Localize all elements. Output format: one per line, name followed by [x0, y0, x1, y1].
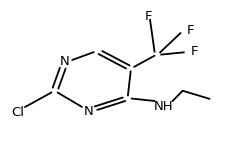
Text: F: F [144, 10, 152, 23]
Text: F: F [190, 45, 198, 58]
Text: F: F [186, 24, 193, 37]
Text: NH: NH [153, 100, 173, 114]
Text: Cl: Cl [11, 106, 24, 119]
Text: N: N [60, 55, 69, 68]
Text: N: N [83, 105, 93, 118]
